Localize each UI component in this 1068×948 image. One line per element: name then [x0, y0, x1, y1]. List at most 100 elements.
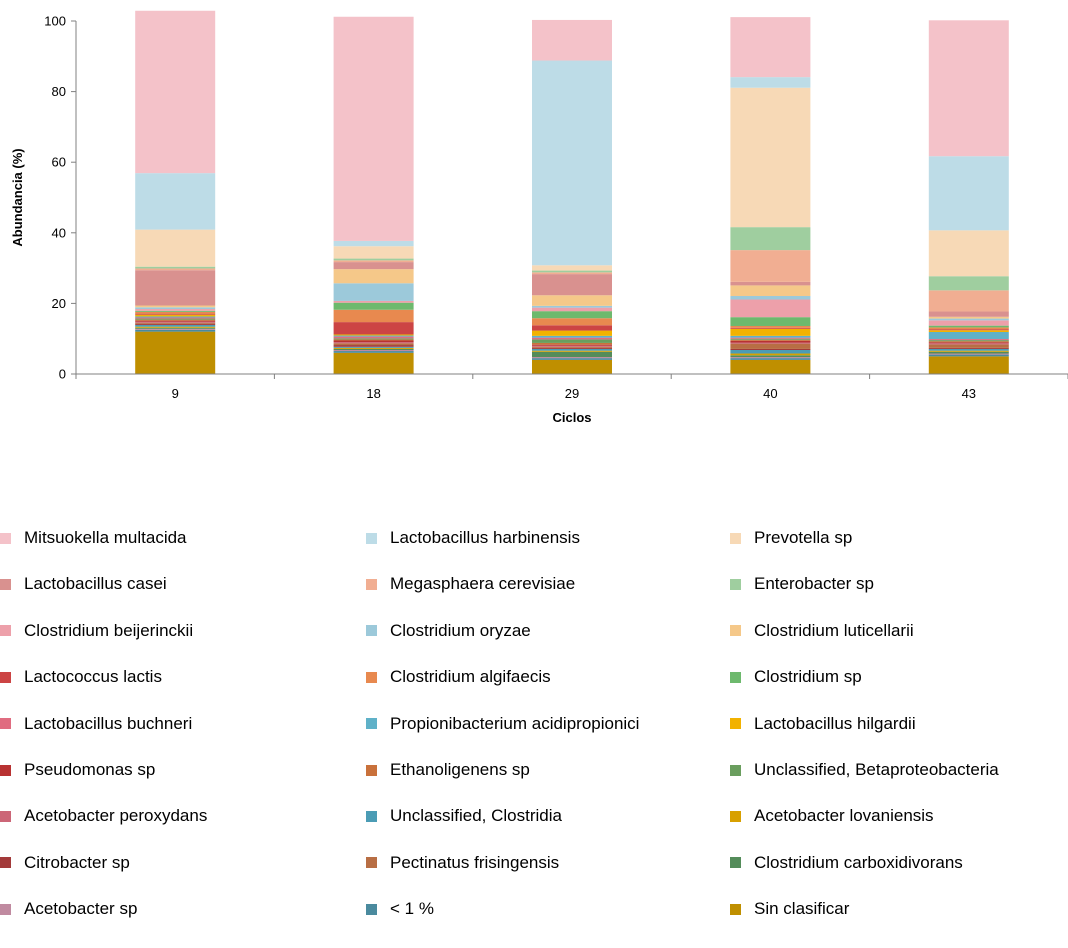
bar-segment: [135, 173, 216, 230]
bar-segment: [333, 340, 414, 343]
bar-segment: [135, 316, 216, 318]
bar-segment: [928, 320, 1009, 326]
bar-segment: [928, 327, 1009, 330]
legend-label: Unclassified, Betaproteobacteria: [754, 760, 999, 779]
bar-segment: [333, 246, 414, 259]
bar-segment: [928, 353, 1009, 355]
legend-label: Propionibacterium acidipropionici: [390, 713, 640, 733]
bar-segment: [532, 357, 612, 359]
legend-swatch: [730, 718, 741, 730]
bar-segment: [135, 320, 216, 322]
bar-segment: [333, 339, 414, 341]
bar-segment: [532, 335, 612, 338]
bar-segment: [135, 319, 216, 321]
legend-swatch: [366, 857, 377, 869]
bar-segment: [333, 349, 414, 352]
legend-swatch: [0, 718, 11, 730]
x-tick-label: 18: [366, 386, 380, 401]
bar-segment: [333, 345, 414, 347]
legend-item: Pseudomonas sp: [0, 759, 155, 781]
bar-segment: [532, 270, 612, 273]
bar-segment: [135, 266, 216, 269]
legend-label: Lactobacillus buchneri: [24, 713, 193, 733]
legend-swatch: [366, 718, 377, 730]
legend-swatch: [730, 903, 741, 915]
bar-segment: [928, 351, 1009, 354]
bar-segment: [333, 348, 414, 350]
legend-label: Lactobacillus harbinensis: [390, 528, 580, 547]
bar-segment: [532, 350, 612, 352]
bar-segment: [333, 16, 414, 241]
y-tick-label: 100: [44, 14, 66, 29]
bar-segment: [333, 346, 414, 348]
bar-segment: [928, 330, 1009, 332]
bar-segment: [730, 359, 811, 374]
bar-segment: [333, 260, 414, 263]
bar-segment: [928, 350, 1009, 352]
legend-item: Clostridium sp: [730, 666, 862, 688]
legend-item: Unclassified, Clostridia: [366, 805, 562, 827]
bar-segment: [928, 347, 1009, 349]
bar-segment: [135, 331, 216, 374]
bar-segment: [532, 60, 612, 266]
legend-label: Prevotella sp: [754, 528, 853, 547]
legend-item: < 1 %: [366, 898, 434, 920]
legend-label: Megasphaera cerevisiae: [390, 574, 576, 594]
bar-segment: [730, 281, 811, 286]
bar-segment: [135, 326, 216, 328]
legend-label: Acetobacter sp: [24, 899, 138, 919]
bar-segment: [928, 354, 1009, 357]
bar-segment: [532, 274, 612, 296]
x-tick-label: 9: [172, 386, 179, 401]
bar-segment: [532, 347, 612, 349]
bar-segment: [730, 349, 811, 354]
bar-segment: [333, 283, 414, 301]
legend-label: Enterobacter sp: [754, 574, 875, 594]
legend-swatch: [0, 578, 11, 590]
legend-item: Clostridium carboxidivorans: [730, 852, 963, 874]
bar-segment: [730, 342, 811, 344]
legend-label: Clostridium oryzae: [390, 620, 531, 640]
legend-label: Pseudomonas sp: [24, 760, 156, 779]
bar-segment: [928, 290, 1009, 312]
bar-segment: [333, 347, 414, 349]
legend-label: Clostridium algifaecis: [390, 667, 551, 687]
bar-segment: [135, 270, 216, 306]
bar-segment: [928, 316, 1009, 319]
bar-segment: [532, 358, 612, 360]
bar-segment: [333, 302, 414, 310]
bar-segment: [135, 268, 216, 271]
legend-label: Clostridium beijerinckii: [24, 620, 194, 640]
x-tick-label: 43: [962, 386, 976, 401]
y-axis-ticks: 0 20 40 60 80 100: [44, 14, 76, 382]
legend-swatch: [0, 903, 11, 915]
bar-segment: [730, 227, 811, 251]
bar-segment: [730, 317, 811, 326]
legend-label: Pectinatus frisingensis: [390, 852, 560, 872]
bar-segment: [730, 337, 811, 339]
legend-label: Lactococcus lactis: [24, 667, 162, 687]
legend-swatch: [0, 857, 11, 869]
bar-segment: [928, 325, 1009, 328]
bar-segment: [135, 327, 216, 329]
legend-item: Pectinatus frisingensis: [366, 852, 559, 874]
legend-swatch: [366, 810, 377, 822]
bar-segment: [730, 343, 811, 349]
legend-item: Megasphaera cerevisiae: [366, 573, 575, 595]
legend-label: Unclassified, Clostridia: [390, 806, 562, 826]
legend-swatch: [0, 810, 11, 822]
bar-segment: [333, 262, 414, 270]
legend-label: Citrobacter sp: [24, 852, 130, 872]
bar-segment: [333, 352, 414, 374]
x-tick-label: 29: [565, 386, 579, 401]
bar-segment: [730, 250, 811, 282]
legend-label: Clostridium carboxidivorans: [754, 852, 963, 872]
legend-item: Clostridium beijerinckii: [0, 620, 193, 642]
legend: Mitsuokella multacida Lactobacillus harbi…: [0, 512, 1068, 948]
legend-item: Clostridium oryzae: [366, 620, 531, 642]
legend-item: Acetobacter peroxydans: [0, 805, 207, 827]
legend-swatch: [730, 671, 741, 683]
legend-item: Enterobacter sp: [730, 573, 874, 595]
bar-segment: [333, 309, 414, 323]
bar-segment: [730, 335, 811, 338]
